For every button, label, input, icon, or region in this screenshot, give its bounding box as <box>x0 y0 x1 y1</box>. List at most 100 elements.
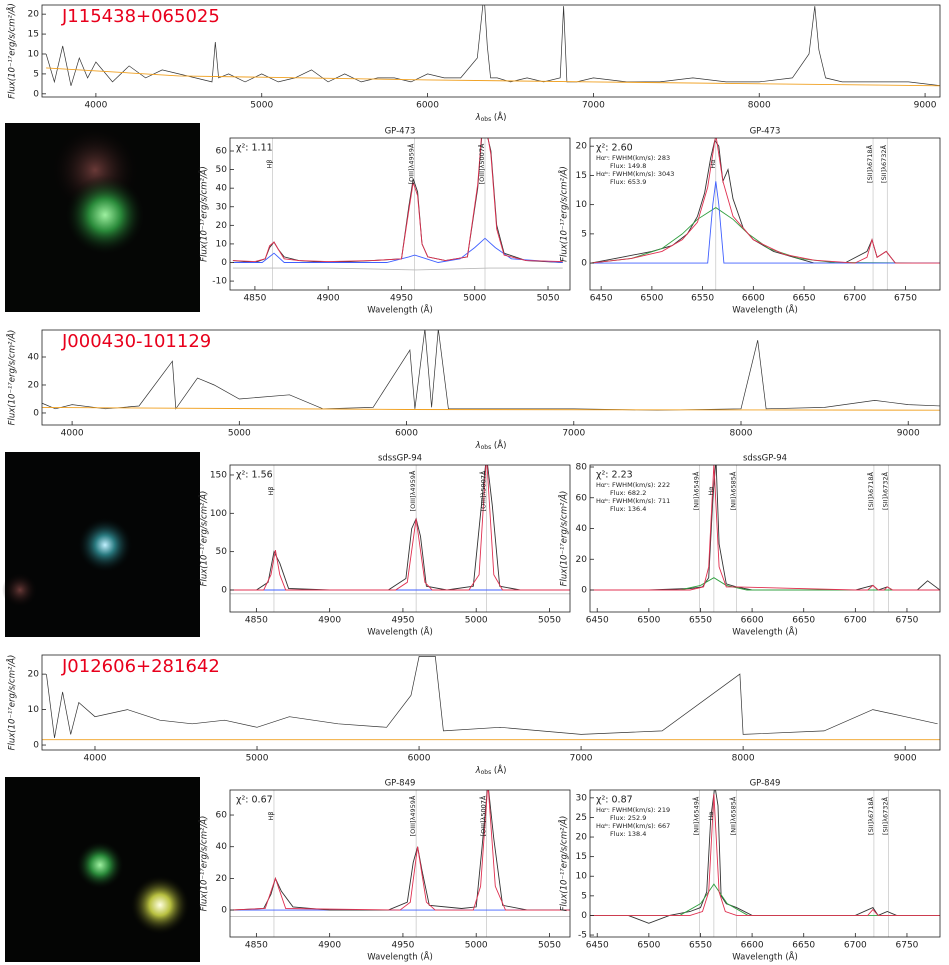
x-tick-label: 6450 <box>590 294 613 304</box>
x-tick-label: 8000 <box>748 101 771 111</box>
y-tick-label: 40 <box>216 842 228 852</box>
spectrum-line <box>590 138 940 264</box>
x-tick-label: 4900 <box>318 941 341 951</box>
spectrum-line <box>232 267 563 271</box>
x-label-unit: (Å) <box>491 111 506 123</box>
x-tick-label: 5000 <box>465 941 488 951</box>
object-name: J115438+065025 <box>61 6 220 27</box>
line-label: Hα <box>707 811 715 820</box>
y-tick-label: 20 <box>576 555 588 565</box>
panel: Hβ [OIII]λ4959Å [OIII]λ5007Å 4850 4900 4950 50… <box>198 454 571 638</box>
line-label: [SII]λ6732Å <box>879 145 888 183</box>
plot-area <box>590 138 940 290</box>
panel-title: GP-849 <box>750 779 781 789</box>
galaxy-image <box>5 777 200 962</box>
panel-title: GP-473 <box>750 127 781 137</box>
axes-frame <box>229 464 571 613</box>
spectrum-line <box>232 138 563 263</box>
y-tick-label: 0 <box>581 911 587 921</box>
x-tick-label: 7000 <box>570 754 593 764</box>
x-tick-label: 6500 <box>637 616 660 626</box>
axes-frame <box>589 789 941 938</box>
fit-annotation: Flux: 149.8 <box>610 162 646 170</box>
x-tick-label: 4950 <box>390 294 413 304</box>
x-tick-label: 4850 <box>245 616 268 626</box>
y-tick-label: 20 <box>576 142 588 152</box>
panel-title: GP-473 <box>385 127 416 137</box>
y-axis-label: Flux(10⁻¹⁷erg/s/cm²/Å) <box>6 330 18 426</box>
chi-square: χ²: 2.60 <box>596 143 633 154</box>
x-tick-label: 5050 <box>537 294 560 304</box>
fit-annotation: Hαᵇ: FWHM(km/s): 667 <box>596 822 670 830</box>
spectrum-line <box>230 790 570 911</box>
plot-area <box>42 656 940 741</box>
y-tick-label: 0 <box>221 585 227 595</box>
y-tick-label: 15 <box>28 30 39 40</box>
x-axis-label: Wavelength (Å) <box>367 626 433 638</box>
x-tick-label: 6600 <box>741 941 764 951</box>
x-tick-label: 9000 <box>897 429 920 439</box>
y-tick-label: 10 <box>28 705 40 715</box>
spectrum-line <box>591 181 940 264</box>
y-tick-label: 0 <box>33 89 39 99</box>
x-tick-label: 4900 <box>317 294 340 304</box>
fit-annotation: Hαⁿ: FWHM(km/s): 283 <box>596 154 670 162</box>
y-axis-label: Flux(10⁻¹⁷erg/s/cm²/Å) <box>558 166 570 262</box>
spectrum-line <box>230 465 570 591</box>
y-tick-label: 5 <box>581 229 587 239</box>
plot-area <box>590 465 940 612</box>
fit-annotation: Flux: 653.9 <box>610 178 646 186</box>
spectrum-line <box>590 883 940 916</box>
spectrum-line <box>590 207 940 264</box>
spectrum-line <box>42 406 940 411</box>
panel: Hβ [OIII]λ4959Å [OIII]λ5007Å 4850 4900 4950 50… <box>198 779 571 963</box>
line-label: [OIII]λ5007Å <box>478 470 487 511</box>
line-label: [OIII]λ4959Å <box>408 795 417 836</box>
fit-annotation: Hαᵇ: FWHM(km/s): 711 <box>596 497 670 505</box>
y-tick-label: 5 <box>581 891 587 901</box>
x-label-symbol: λ <box>475 766 481 776</box>
x-tick-label: 6000 <box>408 754 431 764</box>
x-tick-label: 4000 <box>84 101 107 111</box>
spectrum-line <box>45 5 940 86</box>
x-tick-label: 6000 <box>395 429 418 439</box>
x-tick-label: 6450 <box>586 616 609 626</box>
galaxy-image <box>5 123 200 312</box>
fit-annotation: Hαᵇ: FWHM(km/s): 3043 <box>596 170 674 178</box>
x-label-sub: obs <box>481 116 492 123</box>
x-tick-label: 6600 <box>741 616 764 626</box>
chi-square: χ²: 1.11 <box>236 143 273 154</box>
spectrum-line <box>46 67 940 87</box>
chi-square: χ²: 2.23 <box>596 470 633 481</box>
line-label: [NII]λ6549Å <box>691 471 700 510</box>
panel-title: sdssGP-94 <box>743 454 787 464</box>
y-tick-label: 15 <box>576 852 587 862</box>
line-label: [NII]λ6549Å <box>691 796 700 835</box>
spectrum-line <box>590 465 940 591</box>
panel: 4000 5000 6000 7000 8000 9000 0 20 40 Flux(10⁻¹⁷e… <box>6 329 941 451</box>
axes-frame <box>589 464 941 613</box>
y-tick-label: 0 <box>33 408 39 418</box>
x-tick-label: 4000 <box>61 429 84 439</box>
y-tick-label: 10 <box>576 200 588 210</box>
line-label: [OIII]λ4959Å <box>408 470 417 511</box>
x-tick-label: 6750 <box>896 616 919 626</box>
y-tick-label: 20 <box>576 833 588 843</box>
x-axis-label: Wavelength (Å) <box>732 626 798 638</box>
x-tick-label: 5000 <box>250 101 273 111</box>
x-tick-label: 6550 <box>691 294 714 304</box>
line-label: [SII]λ6732Å <box>880 472 889 510</box>
y-tick-label: 15 <box>576 171 587 181</box>
object-name: J012606+281642 <box>61 656 220 677</box>
y-tick-label: 60 <box>216 811 228 821</box>
line-label: [OIII]λ4959Å <box>407 143 416 184</box>
y-tick-label: 50 <box>216 547 228 557</box>
x-tick-label: 6700 <box>843 294 866 304</box>
chi-square: χ²: 1.56 <box>236 470 273 481</box>
y-tick-label: 30 <box>216 202 228 212</box>
x-tick-label: 5000 <box>465 616 488 626</box>
y-axis-label: Flux(10⁻¹⁷erg/s/cm²/Å) <box>558 816 570 912</box>
line-label: [OIII]λ5007Å <box>477 143 486 184</box>
plot-area <box>42 330 940 411</box>
line-label: [OIII]λ5007Å <box>478 795 487 836</box>
